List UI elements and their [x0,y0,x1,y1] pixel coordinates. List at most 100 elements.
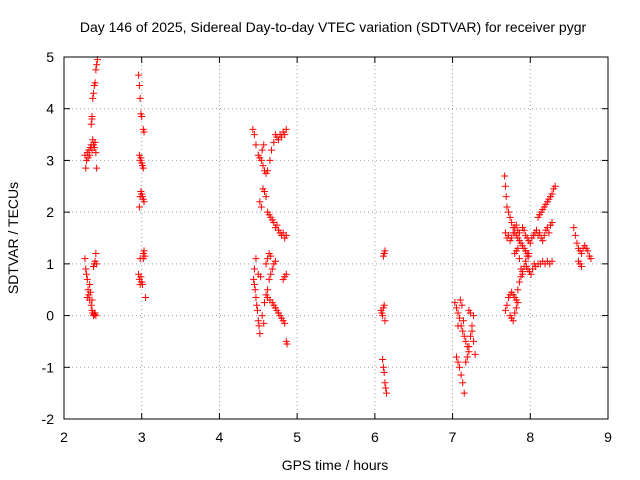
x-tick-labels: 2 3 4 5 6 7 8 9 [60,429,612,445]
data-point [540,231,548,239]
data-point [519,270,527,278]
data-point [548,257,556,265]
data-point [91,138,99,146]
data-point [266,156,274,164]
data-point [525,250,533,258]
data-point [511,309,519,317]
data-point [514,286,522,294]
data-point [459,327,467,335]
data-point [514,244,522,252]
data-point [526,239,534,247]
data-point [93,164,101,172]
data-point [281,319,289,327]
y-tick-label: 5 [46,49,54,65]
data-point [380,368,388,376]
data-point [264,167,272,175]
data-point [92,250,100,258]
data-point [83,275,91,283]
y-tick-label: 0 [46,308,54,324]
data-point [283,340,291,348]
data-point [137,273,145,281]
data-point [539,237,547,245]
data-point [509,229,517,237]
data-point [520,226,528,234]
data-point [454,322,462,330]
data-point [551,182,559,190]
x-tick-label: 7 [449,429,457,445]
data-point [252,141,260,149]
data-point [83,270,91,278]
grid-lines [64,57,608,419]
data-point [379,312,387,320]
data-point [451,299,459,307]
data-point [578,250,586,258]
data-point [515,229,523,237]
y-tick-label: 1 [46,256,54,272]
chart-title: Day 146 of 2025, Sidereal Day-to-day VTE… [80,19,587,35]
data-point [258,146,266,154]
data-point [142,293,150,301]
data-point [250,131,258,139]
data-point [282,125,290,133]
data-point [141,252,149,260]
data-point [462,358,470,366]
data-point [254,317,262,325]
data-point [250,265,258,273]
data-point [527,270,535,278]
data-point [139,164,147,172]
data-point [454,309,462,317]
data-point [501,182,509,190]
data-point [267,146,275,154]
data-point [465,343,473,351]
data-point [454,358,462,366]
data-point [503,203,511,211]
data-point [463,353,471,361]
data-point [257,156,265,164]
data-point [380,301,388,309]
data-point [92,312,100,320]
data-point [251,286,259,294]
data-point [90,144,98,151]
data-point [257,273,265,281]
data-point [508,234,516,242]
data-point [86,281,94,289]
data-point [382,384,390,392]
data-point [140,198,148,206]
data-point [135,81,143,89]
data-point [89,94,97,102]
data-point [460,332,468,340]
data-point [471,350,479,358]
data-point [262,193,270,201]
data-point [88,296,96,304]
data-point [138,112,146,120]
data-point [578,262,586,270]
data-point [259,162,267,170]
data-point [459,379,467,387]
data-point [587,255,595,263]
data-point [381,247,389,255]
data-points [81,56,595,397]
data-point [255,322,263,330]
data-point [256,198,264,206]
data-point [87,301,95,309]
data-point [261,187,269,195]
data-point [260,319,268,327]
data-point [462,337,470,345]
data-point [90,311,98,319]
data-point [548,218,556,226]
y-tick-label: 3 [46,152,54,168]
data-point [267,252,275,260]
data-point [87,120,95,128]
data-point [512,221,520,229]
y-axis-title: SDTVAR / TECUs [5,182,21,294]
x-tick-label: 2 [60,429,68,445]
data-point [503,301,511,309]
data-point [508,218,516,226]
data-point [273,221,281,229]
data-point [253,301,261,309]
data-point [506,213,514,221]
data-point [466,309,474,317]
data-point [92,149,100,157]
data-point [136,255,144,263]
